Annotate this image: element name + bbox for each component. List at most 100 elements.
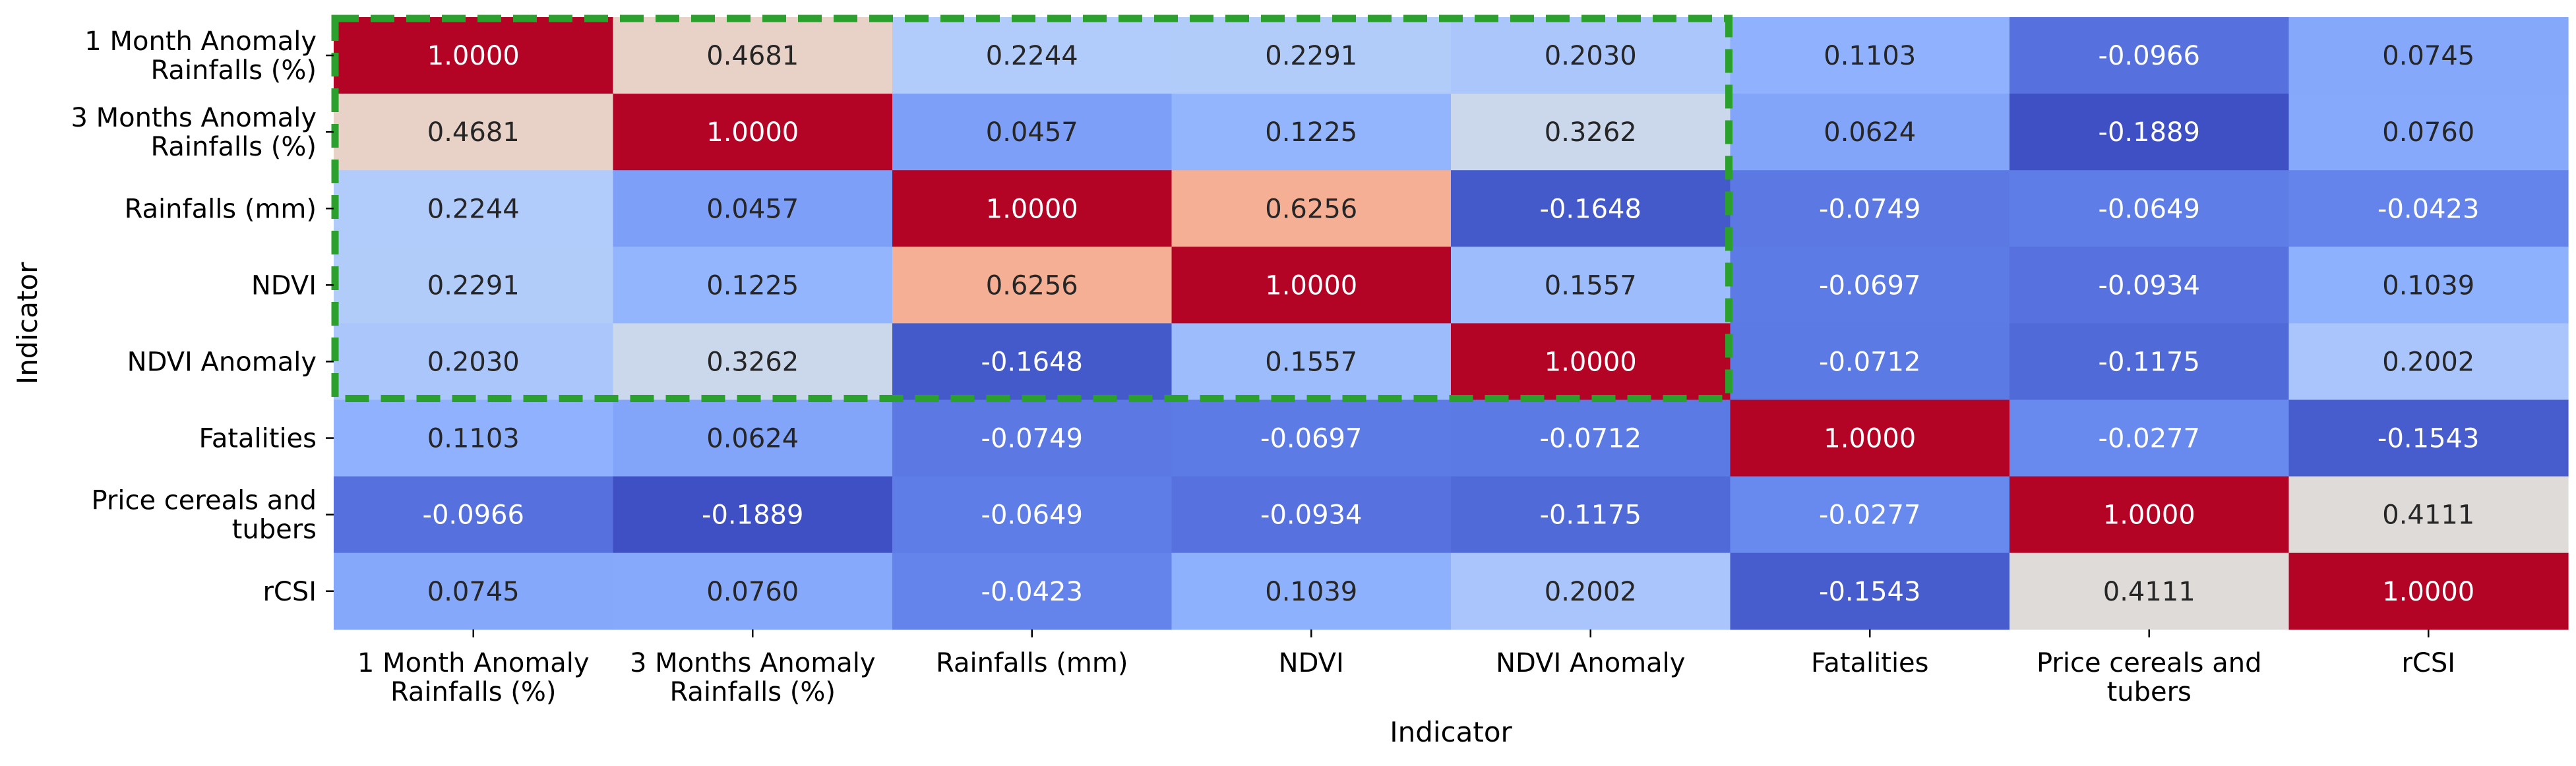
cell-value-label: -0.0649: [981, 500, 1083, 531]
cell-value-label: -0.0277: [1819, 500, 1920, 531]
x-tick-label: Rainfalls (%): [390, 677, 556, 707]
cell-value-label: 0.3262: [706, 347, 799, 377]
heatmap-cell: [613, 399, 893, 477]
heatmap-cell: [334, 247, 614, 324]
cell-value-label: -0.0712: [1540, 424, 1641, 454]
cell-value-label: 0.0760: [2382, 117, 2474, 148]
heatmap-cell: [2288, 552, 2569, 630]
x-tick-label: 1 Month Anomaly: [357, 648, 590, 678]
cell-value-label: 0.0457: [986, 117, 1078, 148]
heatmap-cell: [1730, 247, 2010, 324]
cell-value-label: 0.6256: [1265, 194, 1357, 224]
cell-value-label: -0.1648: [981, 347, 1083, 377]
cell-value-label: -0.0966: [2099, 41, 2200, 71]
highlight-rectangle: [331, 15, 1733, 402]
heatmap-cell: [1730, 399, 2010, 477]
heatmap-cell: [892, 399, 1173, 477]
heatmap-cell: [1171, 323, 1452, 401]
cell-value-label: 0.1103: [1824, 41, 1916, 71]
cell-value-label: -0.0697: [1260, 424, 1362, 454]
heatmap-cell: [1451, 170, 1731, 247]
cell-value-label: 0.2002: [2382, 347, 2474, 377]
heatmap-cell: [1451, 399, 1731, 477]
heatmap-cell: [892, 17, 1173, 94]
cell-value-label: 0.4681: [427, 117, 520, 148]
cell-value-label: 0.0624: [1824, 117, 1916, 148]
cell-value-label: -0.1543: [1819, 577, 1920, 607]
heatmap-cell: [613, 170, 893, 247]
heatmap-cell: [1171, 399, 1452, 477]
cell-value-label: 0.1557: [1545, 270, 1637, 301]
cell-value-label: -0.0966: [423, 500, 524, 531]
heatmap-cell: [334, 552, 614, 630]
heatmap-cell: [1451, 247, 1731, 324]
x-tick-label: Price cereals and: [2037, 648, 2262, 678]
cell-value-label: 1.0000: [1824, 424, 1916, 454]
cell-value-label: -0.0649: [2099, 194, 2200, 224]
cell-value-label: -0.0749: [1819, 194, 1920, 224]
cell-value-label: -0.0697: [1819, 270, 1920, 301]
y-tick-label: Price cereals and: [91, 486, 317, 516]
heatmap-cell: [892, 552, 1173, 630]
cell-value-label: -0.0712: [1819, 347, 1920, 377]
cell-value-label: -0.1648: [1540, 194, 1641, 224]
y-tick-label: Rainfalls (%): [151, 132, 317, 162]
cell-value-label: 0.0745: [427, 577, 520, 607]
y-tick-label: tubers: [232, 515, 317, 545]
cell-value-label: -0.0934: [1260, 500, 1362, 531]
cell-value-label: 0.0624: [706, 424, 799, 454]
heatmap-cell: [1730, 170, 2010, 247]
heatmap-cell: [2288, 247, 2569, 324]
heatmap-cell: [1171, 170, 1452, 247]
heatmap-cell: [2009, 323, 2290, 401]
cell-value-label: 0.1103: [427, 424, 520, 454]
x-tick-label: Rainfalls (%): [670, 677, 836, 707]
x-tick-label: tubers: [2107, 677, 2192, 707]
x-tick-label: Rainfalls (mm): [936, 648, 1128, 678]
heatmap-cell: [2009, 247, 2290, 324]
x-tick-label: 3 Months Anomaly: [630, 648, 876, 678]
heatmap-cell: [334, 94, 614, 171]
heatmap-cell: [1730, 552, 2010, 630]
cell-value-label: 0.1225: [1265, 117, 1357, 148]
heatmap-cell: [1451, 94, 1731, 171]
cell-value-label: 1.0000: [2382, 577, 2474, 607]
y-tick-label: NDVI Anomaly: [127, 347, 317, 377]
heatmap-cell: [892, 247, 1173, 324]
heatmap-cell: [1451, 476, 1731, 554]
cell-value-label: -0.1175: [2099, 347, 2200, 377]
heatmap-cell: [334, 476, 614, 554]
heatmap-cell: [1171, 476, 1452, 554]
cell-value-label: 0.4111: [2382, 500, 2474, 531]
heatmap-cell: [2009, 399, 2290, 477]
heatmap-cell: [2009, 476, 2290, 554]
heatmap-cell: [892, 170, 1173, 247]
heatmap-cell: [2288, 399, 2569, 477]
highlight-box: [331, 15, 1733, 402]
heatmap-cell: [613, 476, 893, 554]
cell-value-label: 0.3262: [1545, 117, 1637, 148]
cell-value-label: 0.4111: [2103, 577, 2195, 607]
x-tick-label: rCSI: [2401, 648, 2455, 678]
cell-value-label: 0.2244: [427, 194, 520, 224]
cell-value-label: 0.2030: [1545, 41, 1637, 71]
x-tick-label: Fatalities: [1811, 648, 1929, 678]
cell-value-label: -0.0749: [981, 424, 1083, 454]
cell-value-label: 1.0000: [427, 41, 520, 71]
x-tick-label: NDVI: [1279, 648, 1344, 678]
heatmap-cell: [2009, 94, 2290, 171]
y-tick-label: 1 Month Anomaly: [84, 26, 317, 57]
cell-value-label: -0.0423: [981, 577, 1083, 607]
cell-value-label: 0.4681: [706, 41, 799, 71]
cell-value-label: 0.0457: [706, 194, 799, 224]
heatmap-cell: [334, 170, 614, 247]
y-tick-label: rCSI: [262, 577, 317, 607]
heatmap-cell: [613, 552, 893, 630]
heatmap-cell: [334, 399, 614, 477]
cell-value-label: 0.1039: [2382, 270, 2474, 301]
heatmap-cell: [1171, 17, 1452, 94]
cell-values: 1.0000 0.4681 0.2244 0.2291 0.2030 0.1103 -0.0…: [423, 41, 2480, 607]
cell-value-label: 0.2002: [1545, 577, 1637, 607]
heatmap-cell: [2288, 323, 2569, 401]
